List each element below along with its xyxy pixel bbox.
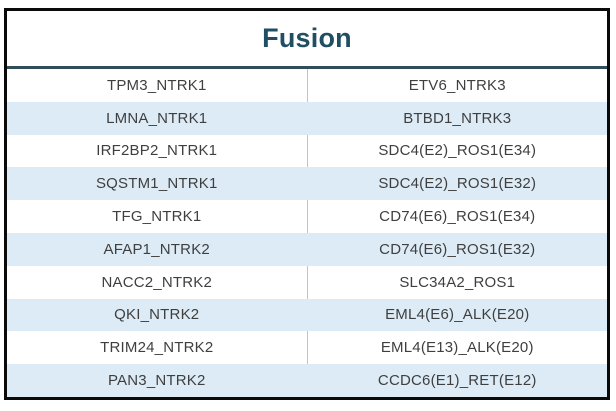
table-row: TRIM24_NTRK2 EML4(E13)_ALK(E20) [7, 331, 607, 365]
fusion-cell-left: TPM3_NTRK1 [7, 69, 308, 102]
fusion-cell-left: IRF2BP2_NTRK1 [7, 134, 308, 168]
fusion-table: Fusion TPM3_NTRK1 ETV6_NTRK3 LMNA_NTRK1 BTB… [4, 8, 610, 400]
table-row: AFAP1_NTRK2 CD74(E6)_ROS1(E32) [7, 232, 607, 266]
fusion-cell-right: SDC4(E2)_ROS1(E32) [378, 175, 537, 193]
fusion-cell-left: SQSTM1_NTRK1 [7, 167, 308, 201]
fusion-cell-left: QKI_NTRK2 [7, 298, 308, 332]
fusion-cell-left: LMNA_NTRK1 [7, 101, 308, 135]
fusion-cell-right: ETV6_NTRK3 [408, 76, 506, 94]
table-title: Fusion [262, 23, 352, 53]
table-body: TPM3_NTRK1 ETV6_NTRK3 LMNA_NTRK1 BTBD1_NTRK… [7, 69, 607, 397]
fusion-cell-right: CCDC6(E1)_RET(E12) [377, 372, 537, 390]
table-row: IRF2BP2_NTRK1 SDC4(E2)_ROS1(E34) [7, 134, 607, 168]
fusion-cell-left: PAN3_NTRK2 [7, 364, 308, 397]
table-row: QKI_NTRK2 EML4(E6)_ALK(E20) [7, 298, 607, 332]
fusion-cell-left: AFAP1_NTRK2 [7, 232, 308, 266]
fusion-cell-right: SLC34A2_ROS1 [399, 273, 516, 291]
table-row: NACC2_NTRK2 SLC34A2_ROS1 [7, 265, 607, 299]
fusion-cell-left: TFG_NTRK1 [7, 200, 308, 233]
fusion-cell-left: TRIM24_NTRK2 [7, 331, 308, 365]
table-row: PAN3_NTRK2 CCDC6(E1)_RET(E12) [7, 364, 607, 397]
table-header: Fusion [7, 11, 607, 69]
fusion-cell-right: CD74(E6)_ROS1(E32) [379, 240, 536, 258]
fusion-cell-right: SDC4(E2)_ROS1(E34) [378, 142, 537, 160]
fusion-cell-right: BTBD1_NTRK3 [403, 109, 512, 127]
table-row: SQSTM1_NTRK1 SDC4(E2)_ROS1(E32) [7, 167, 607, 201]
table-row: LMNA_NTRK1 BTBD1_NTRK3 [7, 101, 607, 135]
table-row: TPM3_NTRK1 ETV6_NTRK3 [7, 69, 607, 102]
fusion-cell-left: NACC2_NTRK2 [7, 265, 308, 299]
table-row: TFG_NTRK1 CD74(E6)_ROS1(E34) [7, 200, 607, 233]
fusion-cell-right: CD74(E6)_ROS1(E34) [379, 208, 536, 226]
fusion-cell-right: EML4(E6)_ALK(E20) [385, 306, 530, 324]
fusion-cell-right: EML4(E13)_ALK(E20) [380, 339, 534, 357]
